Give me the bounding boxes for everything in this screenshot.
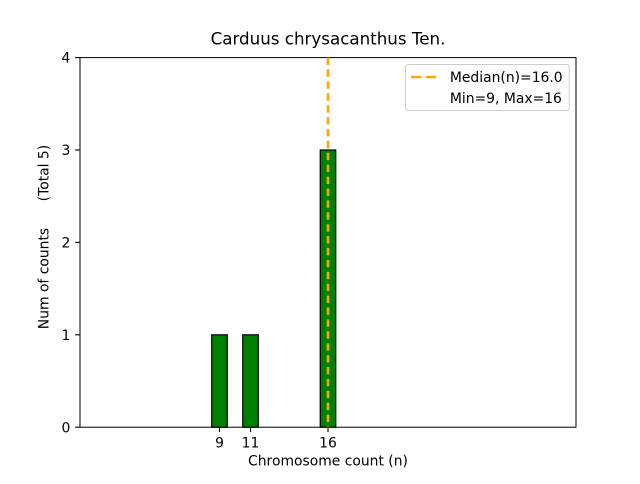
- y-tick-label: 4: [61, 51, 70, 67]
- legend-label-minmax: Min=9, Max=16: [450, 91, 562, 107]
- y-tick-label: 3: [61, 143, 70, 159]
- bars-group: [211, 149, 337, 428]
- y-tick-label: 1: [61, 328, 70, 344]
- tick-labels-group: 9 11 16 0 1 2 3 4: [61, 51, 336, 452]
- y-tick-label: 0: [61, 420, 70, 436]
- x-tick-label: 9: [215, 435, 224, 451]
- x-tick-label: 16: [319, 435, 337, 451]
- legend-label-median: Median(n)=16.0: [450, 70, 563, 86]
- bar-x11: [242, 334, 259, 428]
- x-tick-label: 11: [242, 435, 260, 451]
- y-axis-label: Num of counts (Total 5): [36, 145, 52, 329]
- y-tick-label: 2: [61, 236, 70, 252]
- ticks-group: [75, 57, 329, 433]
- legend: Median(n)=16.0 Min=9, Max=16: [404, 64, 570, 111]
- chart-title: Carduus chrysacanthus Ten.: [211, 29, 446, 49]
- bar-x9: [211, 334, 228, 428]
- legend-box: [404, 64, 570, 111]
- x-axis-label: Chromosome count (n): [248, 453, 408, 469]
